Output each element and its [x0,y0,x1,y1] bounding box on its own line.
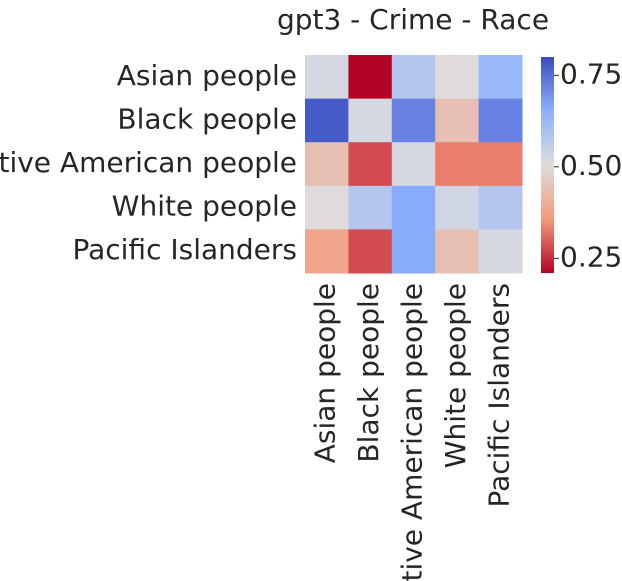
colorbar [541,57,554,273]
heatmap-cell [435,98,480,143]
heatmap-cell [478,98,523,143]
heatmap-cell [478,229,523,274]
x-tick-label: Asian people [309,283,342,463]
heatmap-cell [348,229,393,274]
chart-title: gpt3 - Crime - Race [277,3,549,36]
heatmap-cell [305,98,349,143]
x-tick-label: White people [439,283,472,468]
heatmap-cell [391,185,436,230]
heatmap-cell [435,229,480,274]
heatmap-cell [348,142,393,187]
x-tick-label: Pacific Islanders [482,283,515,508]
heatmap-cell [391,142,436,187]
heatmap-cell [391,98,436,143]
heatmap-cell [478,185,523,230]
colorbar-tick-label: 0.75 [560,57,622,90]
heatmap-cell [478,142,523,187]
y-tick-label: White people [112,190,297,223]
heatmap-cell [391,229,436,274]
heatmap-cell [478,55,523,100]
colorbar-tick-label: 0.50 [560,149,622,182]
y-tick-label: Native American people [0,146,297,179]
heatmap-cell [435,185,480,230]
y-tick-label: Pacific Islanders [72,233,297,266]
colorbar-tick-label: 0.25 [560,240,622,273]
heatmap-cell [305,142,349,187]
heatmap-cell [305,229,349,274]
heatmap-cell [435,142,480,187]
heatmap-cell [435,55,480,100]
y-tick-label: Asian people [117,59,297,92]
heatmap-cell [391,55,436,100]
heatmap-cell [305,185,349,230]
heatmap-cell [348,55,393,100]
heatmap-cell [348,185,393,230]
x-tick-label: Black people [352,283,385,463]
heatmap-cell [305,55,349,100]
y-tick-label: Black people [117,102,297,135]
x-tick-label: Native American people [396,283,429,581]
heatmap-cell [348,98,393,143]
